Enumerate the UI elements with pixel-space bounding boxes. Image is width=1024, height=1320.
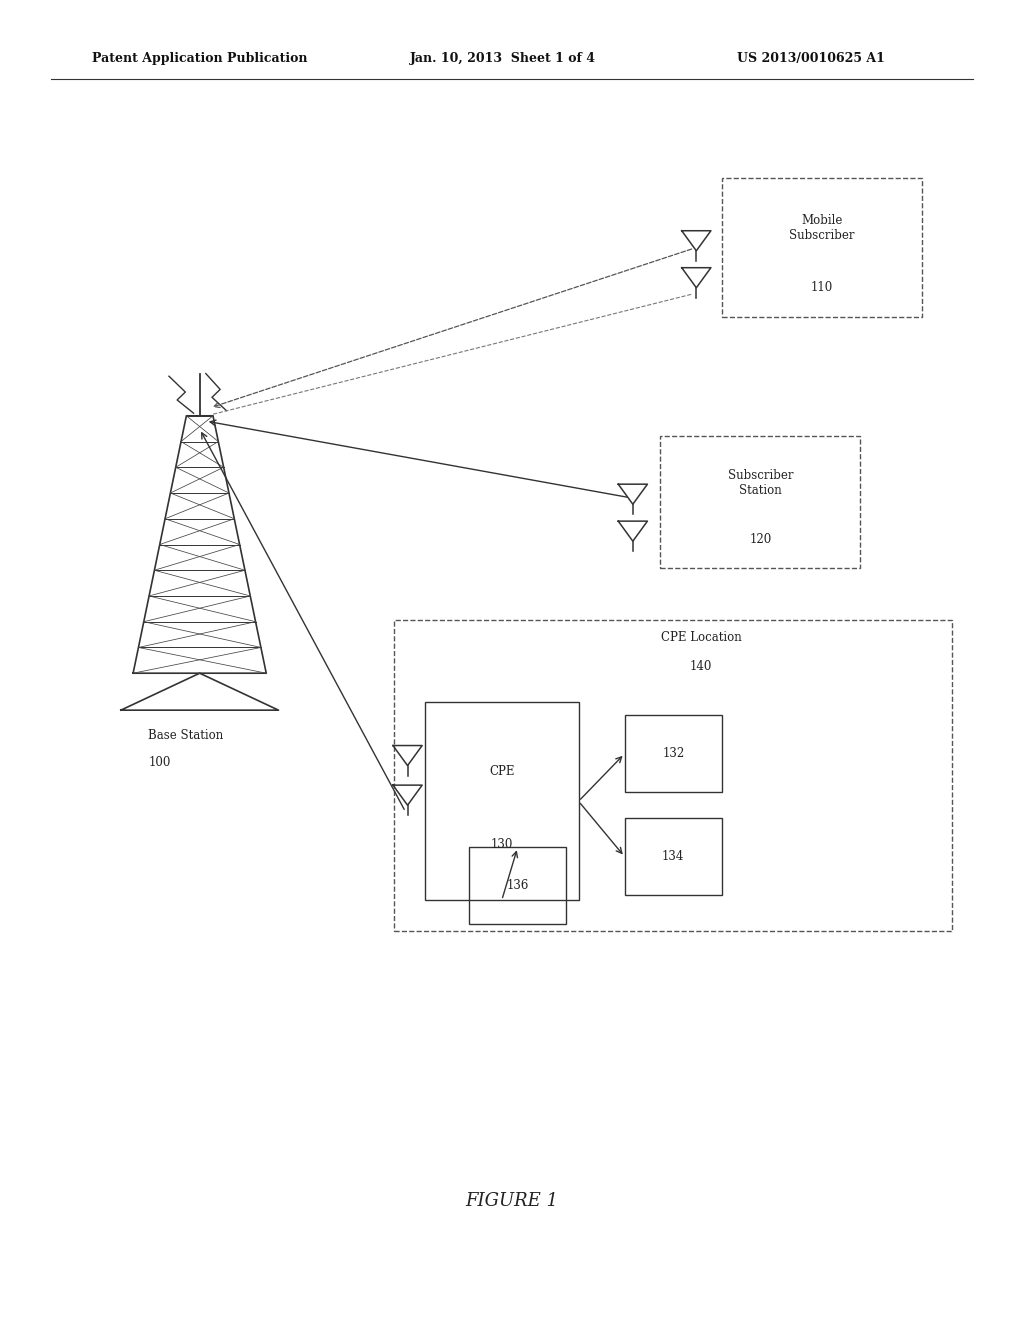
Text: 132: 132 <box>663 747 684 760</box>
Text: CPE Location: CPE Location <box>660 631 741 644</box>
Text: FIGURE 1: FIGURE 1 <box>466 1192 558 1210</box>
Text: 134: 134 <box>663 850 684 863</box>
Bar <box>660 436 860 568</box>
Text: Patent Application Publication: Patent Application Publication <box>92 51 307 65</box>
Text: 140: 140 <box>690 660 713 673</box>
Bar <box>425 702 579 900</box>
Bar <box>394 620 952 931</box>
Text: Base Station: Base Station <box>148 729 223 742</box>
Text: Subscriber
Station: Subscriber Station <box>728 469 793 498</box>
Bar <box>625 715 722 792</box>
Text: 130: 130 <box>490 838 513 851</box>
Text: 136: 136 <box>507 879 528 892</box>
Text: Jan. 10, 2013  Sheet 1 of 4: Jan. 10, 2013 Sheet 1 of 4 <box>410 51 596 65</box>
Bar <box>469 847 566 924</box>
Text: Mobile
Subscriber: Mobile Subscriber <box>790 214 854 242</box>
Text: CPE: CPE <box>489 766 514 777</box>
Bar <box>625 818 722 895</box>
Text: 110: 110 <box>811 281 833 294</box>
Text: US 2013/0010625 A1: US 2013/0010625 A1 <box>737 51 885 65</box>
Bar <box>722 178 922 317</box>
Text: 100: 100 <box>148 756 171 770</box>
Text: 120: 120 <box>750 533 771 546</box>
